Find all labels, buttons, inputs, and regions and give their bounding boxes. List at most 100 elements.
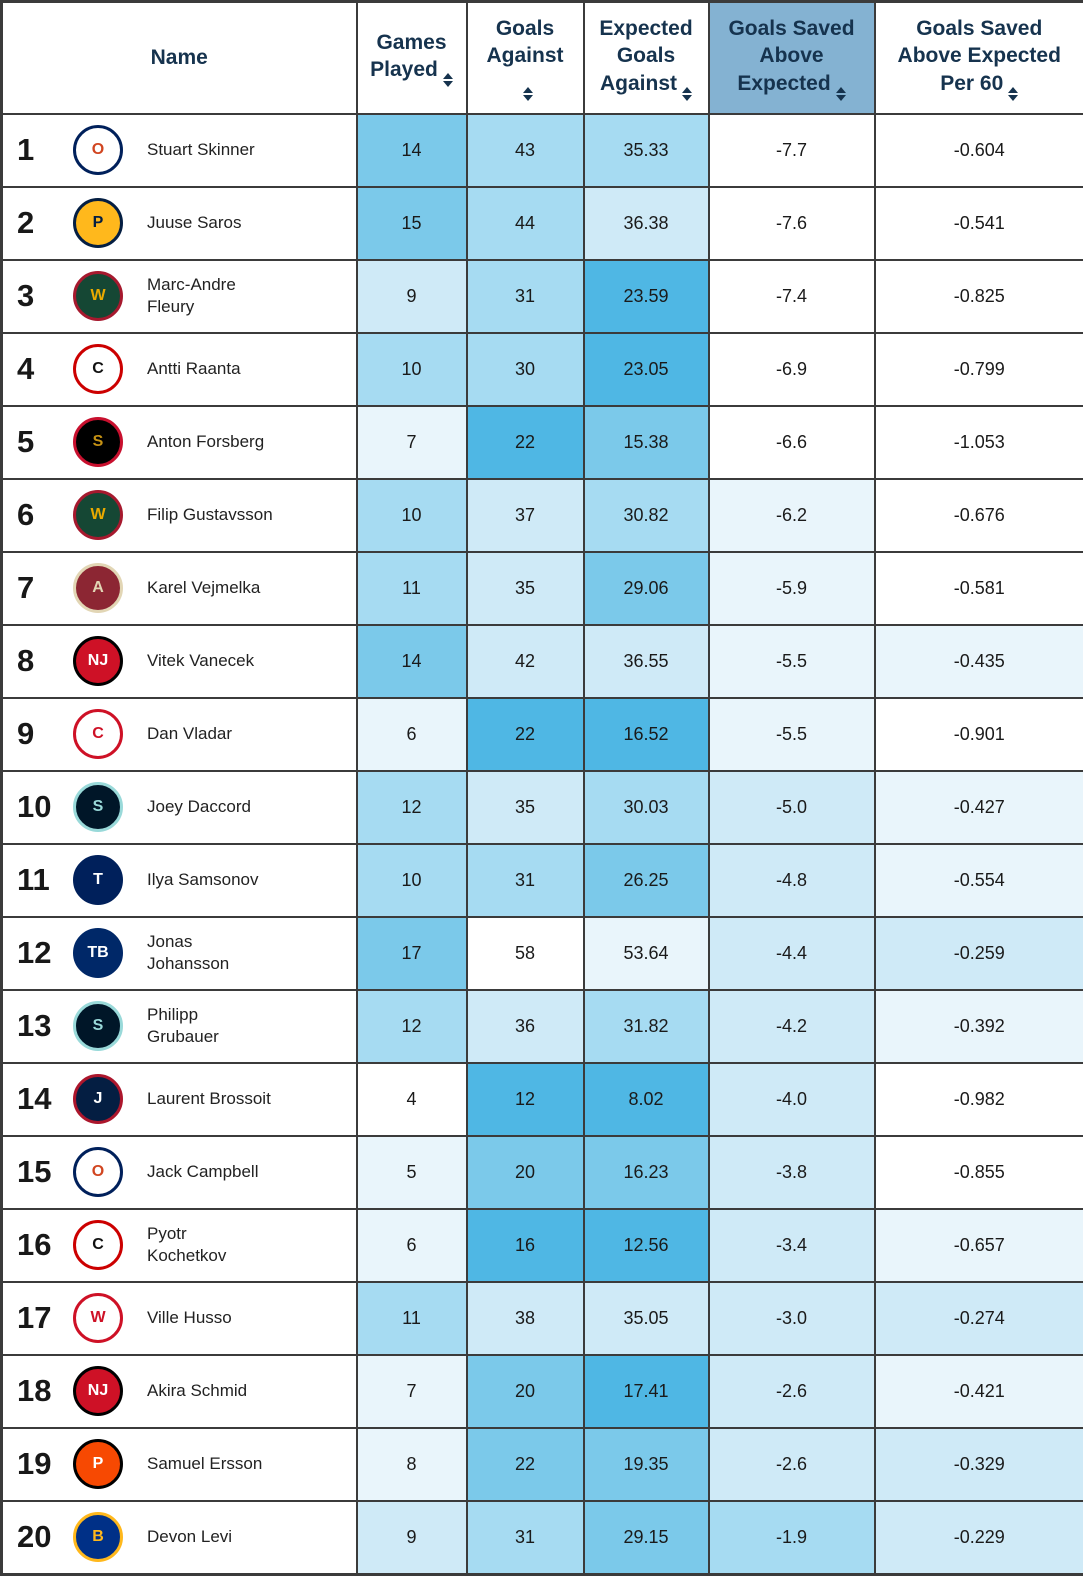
name-cell: 2 P Juuse Saros xyxy=(2,187,357,260)
expected-goals-against-cell: 29.06 xyxy=(584,552,709,625)
column-header-games-played[interactable]: Games Played xyxy=(357,2,467,114)
player-name: Vitek Vanecek xyxy=(147,650,258,672)
name-cell: 19 P Samuel Ersson xyxy=(2,1428,357,1501)
rank: 11 xyxy=(17,862,73,898)
goals-against-cell: 42 xyxy=(467,625,584,698)
games-played-cell: 12 xyxy=(357,990,467,1063)
goals-against-cell: 35 xyxy=(467,552,584,625)
games-played-cell: 17 xyxy=(357,917,467,990)
expected-goals-against-cell: 26.25 xyxy=(584,844,709,917)
games-played-cell: 4 xyxy=(357,1063,467,1136)
name-cell: 20 B Devon Levi xyxy=(2,1501,357,1575)
player-name: Antti Raanta xyxy=(147,358,245,380)
goals-saved-above-expected-cell: -4.8 xyxy=(709,844,875,917)
goals-saved-above-expected-per-60-cell: -0.541 xyxy=(875,187,1083,260)
games-played-cell: 5 xyxy=(357,1136,467,1209)
goals-saved-above-expected-cell: -7.6 xyxy=(709,187,875,260)
goals-saved-above-expected-per-60-cell: -0.657 xyxy=(875,1209,1083,1282)
rank: 19 xyxy=(17,1446,73,1482)
goals-against-cell: 31 xyxy=(467,1501,584,1575)
table-row: 15 O Jack Campbell 5 20 16.23 -3.8 -0.85… xyxy=(2,1136,1083,1209)
games-played-cell: 10 xyxy=(357,844,467,917)
expected-goals-against-cell: 30.82 xyxy=(584,479,709,552)
name-cell: 17 W Ville Husso xyxy=(2,1282,357,1355)
sort-icon[interactable] xyxy=(836,87,846,101)
team-logo-icon: S xyxy=(73,782,123,832)
rank: 13 xyxy=(17,1008,73,1044)
goals-against-cell: 43 xyxy=(467,114,584,187)
name-cell: 4 C Antti Raanta xyxy=(2,333,357,406)
rank: 4 xyxy=(17,351,73,387)
games-played-cell: 14 xyxy=(357,625,467,698)
team-logo-icon: P xyxy=(73,1439,123,1489)
games-played-cell: 9 xyxy=(357,1501,467,1575)
goals-saved-above-expected-per-60-cell: -0.435 xyxy=(875,625,1083,698)
expected-goals-against-cell: 16.52 xyxy=(584,698,709,771)
expected-goals-against-cell: 35.33 xyxy=(584,114,709,187)
rank: 6 xyxy=(17,497,73,533)
column-label: Name xyxy=(151,46,208,69)
games-played-cell: 10 xyxy=(357,333,467,406)
goals-against-cell: 22 xyxy=(467,406,584,479)
table-row: 20 B Devon Levi 9 31 29.15 -1.9 -0.229 xyxy=(2,1501,1083,1575)
rank: 16 xyxy=(17,1227,73,1263)
column-header-goals-against[interactable]: Goals Against xyxy=(467,2,584,114)
expected-goals-against-cell: 29.15 xyxy=(584,1501,709,1575)
games-played-cell: 7 xyxy=(357,406,467,479)
name-cell: 15 O Jack Campbell xyxy=(2,1136,357,1209)
games-played-cell: 12 xyxy=(357,771,467,844)
goals-saved-above-expected-per-60-cell: -0.392 xyxy=(875,990,1083,1063)
goals-against-cell: 30 xyxy=(467,333,584,406)
sort-icon[interactable] xyxy=(443,73,453,87)
expected-goals-against-cell: 23.05 xyxy=(584,333,709,406)
goals-saved-above-expected-per-60-cell: -0.554 xyxy=(875,844,1083,917)
team-logo-icon: S xyxy=(73,1001,123,1051)
column-header-goals-saved-above-expected[interactable]: Goals Saved Above Expected xyxy=(709,2,875,114)
team-logo-icon: W xyxy=(73,1293,123,1343)
player-name: Joey Daccord xyxy=(147,796,255,818)
goals-saved-above-expected-per-60-cell: -0.855 xyxy=(875,1136,1083,1209)
column-label: Goals Against xyxy=(486,17,563,67)
rank: 1 xyxy=(17,132,73,168)
expected-goals-against-cell: 16.23 xyxy=(584,1136,709,1209)
team-logo-icon: B xyxy=(73,1512,123,1562)
rank: 9 xyxy=(17,716,73,752)
table-row: 19 P Samuel Ersson 8 22 19.35 -2.6 -0.32… xyxy=(2,1428,1083,1501)
team-logo-icon: C xyxy=(73,1220,123,1270)
table-row: 2 P Juuse Saros 15 44 36.38 -7.6 -0.541 xyxy=(2,187,1083,260)
games-played-cell: 11 xyxy=(357,552,467,625)
table-row: 6 W Filip Gustavsson 10 37 30.82 -6.2 -0… xyxy=(2,479,1083,552)
goals-against-cell: 16 xyxy=(467,1209,584,1282)
goals-against-cell: 20 xyxy=(467,1136,584,1209)
name-cell: 9 C Dan Vladar xyxy=(2,698,357,771)
expected-goals-against-cell: 15.38 xyxy=(584,406,709,479)
table-row: 14 J Laurent Brossoit 4 12 8.02 -4.0 -0.… xyxy=(2,1063,1083,1136)
rank: 2 xyxy=(17,205,73,241)
player-name: Stuart Skinner xyxy=(147,139,259,161)
expected-goals-against-cell: 36.55 xyxy=(584,625,709,698)
goals-saved-above-expected-per-60-cell: -1.053 xyxy=(875,406,1083,479)
sort-icon[interactable] xyxy=(523,87,533,101)
name-cell: 6 W Filip Gustavsson xyxy=(2,479,357,552)
games-played-cell: 7 xyxy=(357,1355,467,1428)
goals-saved-above-expected-per-60-cell: -0.604 xyxy=(875,114,1083,187)
games-played-cell: 6 xyxy=(357,1209,467,1282)
goals-saved-above-expected-per-60-cell: -0.901 xyxy=(875,698,1083,771)
column-header-goals-saved-above-expected-per-60[interactable]: Goals Saved Above Expected Per 60 xyxy=(875,2,1083,114)
team-logo-icon: NJ xyxy=(73,1366,123,1416)
column-header-expected-goals-against[interactable]: Expected Goals Against xyxy=(584,2,709,114)
goals-saved-above-expected-cell: -2.6 xyxy=(709,1428,875,1501)
goals-saved-above-expected-per-60-cell: -0.581 xyxy=(875,552,1083,625)
sort-icon[interactable] xyxy=(1008,87,1018,101)
table-row: 5 S Anton Forsberg 7 22 15.38 -6.6 -1.05… xyxy=(2,406,1083,479)
sort-icon[interactable] xyxy=(682,87,692,101)
team-logo-icon: S xyxy=(73,417,123,467)
games-played-cell: 8 xyxy=(357,1428,467,1501)
